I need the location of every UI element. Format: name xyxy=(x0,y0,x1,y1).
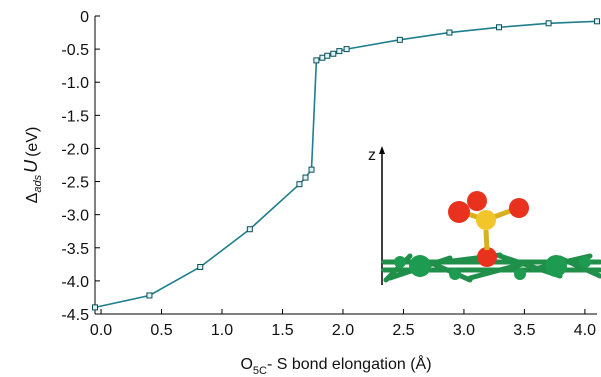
y-axis-title-subscript: ads xyxy=(32,174,44,192)
inset-s-atom xyxy=(476,210,496,230)
inset-o-s-bond xyxy=(486,230,487,250)
y-tick-label: -1.0 xyxy=(61,75,89,92)
x-tick-label: 0.5 xyxy=(150,322,172,339)
data-point xyxy=(297,182,302,187)
y-tick-label: -3.0 xyxy=(61,208,89,225)
data-point xyxy=(198,264,203,269)
data-point xyxy=(595,19,600,24)
data-point xyxy=(546,21,551,26)
data-point xyxy=(247,227,252,232)
y-tick-label: -1.5 xyxy=(61,108,89,125)
x-tick-label: 4.0 xyxy=(574,322,596,339)
y-axis-title-var: U xyxy=(21,159,41,173)
y-tick-label: -2.5 xyxy=(61,175,89,192)
x-axis-title: O5C- S bond elongation (Å) xyxy=(240,354,431,377)
y-tick-label: -2.0 xyxy=(61,141,89,158)
y-axis-title-unit: (eV) xyxy=(24,127,41,157)
data-point xyxy=(337,49,342,54)
data-point xyxy=(397,37,402,42)
data-point xyxy=(344,47,349,52)
x-axis-title-subscript: 5C xyxy=(253,365,267,377)
y-axis-title: ΔadsU (eV) xyxy=(21,127,44,204)
x-tick-label: 1.5 xyxy=(271,322,293,339)
inset-z-axis-label: z xyxy=(368,147,376,164)
data-point xyxy=(314,58,319,63)
data-point xyxy=(93,305,98,310)
inset-o-atom-top xyxy=(467,191,487,211)
x-tick-label: 2.0 xyxy=(332,322,354,339)
x-axis-title-main: O xyxy=(240,356,252,373)
data-point xyxy=(320,55,325,60)
y-tick-label: 0 xyxy=(80,9,89,26)
x-axis-title-rest: - S bond elongation (Å) xyxy=(267,354,432,373)
inset-o-atom-right xyxy=(509,198,529,218)
data-point xyxy=(447,30,452,35)
x-tick-label: 0.0 xyxy=(90,322,112,339)
data-point xyxy=(325,53,330,58)
inset-molecule-structure: z xyxy=(368,146,600,285)
y-tick-label: -0.5 xyxy=(61,42,89,59)
y-axis-title-delta: Δ xyxy=(24,192,41,203)
x-tick-label: 3.5 xyxy=(513,322,535,339)
y-tick-label: -3.5 xyxy=(61,241,89,258)
x-tick-label: 3.0 xyxy=(453,322,475,339)
data-point xyxy=(331,51,336,56)
data-point xyxy=(309,167,314,172)
x-tick-label: 1.0 xyxy=(211,322,233,339)
data-point xyxy=(303,175,308,180)
y-tick-label: -4.0 xyxy=(61,274,89,291)
data-point xyxy=(147,293,152,298)
inset-z-axis-arrowhead xyxy=(379,146,385,154)
x-tick-label: 2.5 xyxy=(392,322,414,339)
y-ticks: 0 -0.5 -1.0 -1.5 -2.0 -2.5 -3.0 -3.5 -4.0 -4.5 xyxy=(61,9,100,324)
data-point xyxy=(497,25,502,30)
inset-o-atom-left xyxy=(448,201,470,223)
y-tick-label: -4.5 xyxy=(61,307,89,324)
